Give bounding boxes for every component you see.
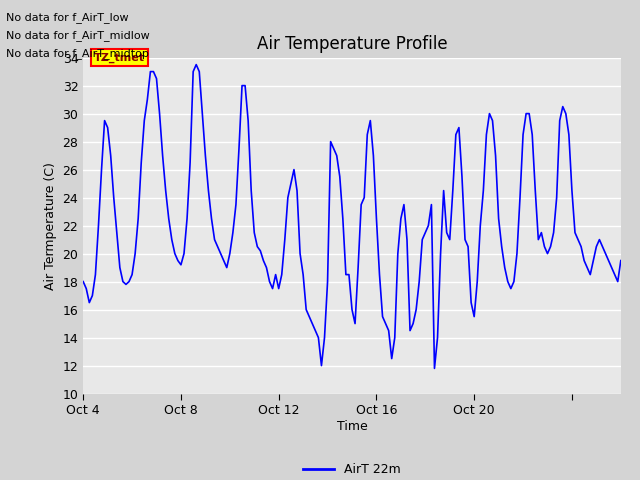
Y-axis label: Air Termperature (C): Air Termperature (C)	[44, 162, 57, 289]
Title: Air Temperature Profile: Air Temperature Profile	[257, 35, 447, 53]
Text: No data for f_AirT_low: No data for f_AirT_low	[6, 12, 129, 23]
X-axis label: Time: Time	[337, 420, 367, 433]
Text: No data for f_AirT_midtop: No data for f_AirT_midtop	[6, 48, 149, 60]
Legend: AirT 22m: AirT 22m	[298, 458, 406, 480]
Text: No data for f_AirT_midlow: No data for f_AirT_midlow	[6, 30, 150, 41]
Text: TZ_tmet: TZ_tmet	[94, 52, 145, 63]
